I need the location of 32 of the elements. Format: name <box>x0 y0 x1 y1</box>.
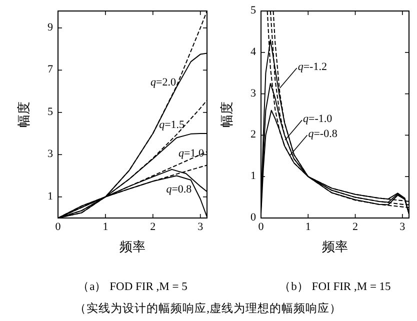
annotation: q=1.5 <box>159 118 186 131</box>
annotation: q=-0.8 <box>308 128 338 140</box>
y-tick-label: 1 <box>48 190 53 202</box>
x-tick-label: 0 <box>258 221 264 233</box>
y-tick-label: 0 <box>250 212 256 224</box>
text: （实线为设计的幅频响应,虚线为理想的幅频响应） <box>74 301 342 315</box>
x-axis-title: 频率 <box>322 239 348 254</box>
x-tick-label: 1 <box>305 221 311 233</box>
y-tick-label: 5 <box>48 106 54 118</box>
x-tick-label: 2 <box>352 221 358 233</box>
y-tick-label: 7 <box>48 64 54 76</box>
y-tick-label: 3 <box>48 148 54 160</box>
y-tick-label: 1 <box>250 170 256 182</box>
annotation: q=-1.0 <box>303 113 333 126</box>
text: （a） FOD FIR ,M = 5 <box>78 281 188 293</box>
x-tick-label: 2 <box>150 221 156 233</box>
y-tick-label: 9 <box>48 21 54 34</box>
y-axis-title: 幅度 <box>219 102 234 128</box>
annotation: q=-1.2 <box>298 61 327 74</box>
x-tick-label: 3 <box>400 221 406 233</box>
x-axis-title: 频率 <box>120 239 146 254</box>
y-axis-title: 幅度 <box>16 102 31 128</box>
x-tick-label: 0 <box>55 221 62 233</box>
x-tick-label: 3 <box>198 221 204 233</box>
y-tick-label: 2 <box>250 128 256 141</box>
annotation: q=2.0 <box>150 76 176 89</box>
x-tick-label: 1 <box>102 221 108 233</box>
y-tick-label: 5 <box>250 4 256 17</box>
annotation: q=0.8 <box>166 184 192 196</box>
y-tick-label: 4 <box>250 46 256 58</box>
y-tick-label: 3 <box>250 87 256 100</box>
text: （b） FOI FIR ,M = 15 <box>279 281 392 293</box>
